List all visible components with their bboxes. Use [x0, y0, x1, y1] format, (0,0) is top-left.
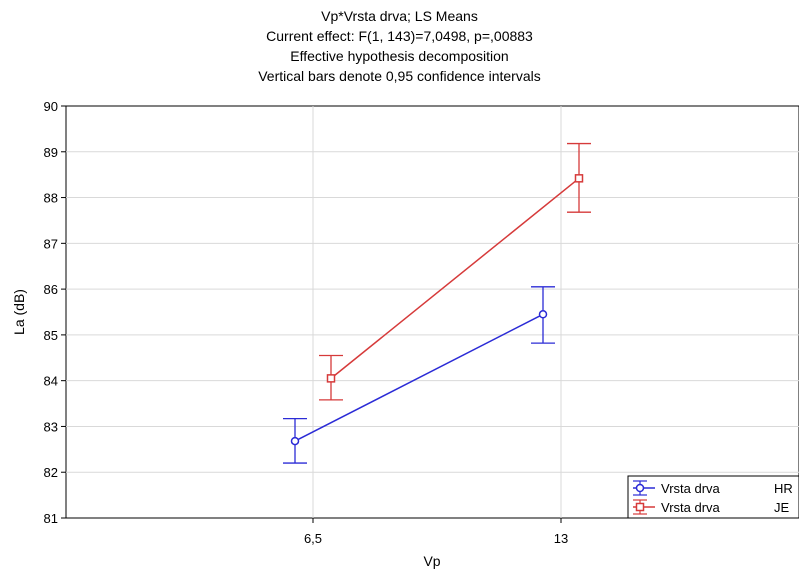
series-group	[283, 142, 591, 464]
legend-label: Vrsta drva	[661, 481, 721, 496]
series-je	[319, 142, 591, 401]
y-tick-label: 82	[44, 465, 58, 480]
chart-subtitle-decomposition: Effective hypothesis decomposition	[290, 48, 509, 64]
legend-value: JE	[774, 500, 790, 515]
series-line	[330, 177, 580, 379]
y-axis-label: La (dB)	[11, 289, 27, 335]
data-point	[326, 374, 336, 383]
legend-item-hr: Vrsta drva HR	[633, 480, 793, 496]
x-axis-label: Vp	[423, 553, 440, 569]
data-point	[538, 310, 548, 319]
y-tick-label: 89	[44, 145, 58, 160]
series-hr	[283, 286, 555, 464]
legend-item-je: Vrsta drva JE	[633, 499, 790, 515]
y-tick-label: 85	[44, 328, 58, 343]
chart-title: Vp*Vrsta drva; LS Means	[321, 8, 478, 24]
y-tick-label: 81	[44, 511, 58, 526]
chart-subtitle-ci-note: Vertical bars denote 0,95 confidence int…	[258, 68, 541, 84]
x-tick-label: 6,5	[304, 531, 322, 546]
y-tick-label: 86	[44, 282, 58, 297]
chart-title-block: Vp*Vrsta drva; LS Means Current effect: …	[0, 6, 799, 86]
series-line	[294, 313, 544, 442]
grid-lines	[66, 106, 799, 518]
legend-marker	[635, 483, 645, 493]
legend-box	[627, 475, 799, 519]
x-axis-ticks: 6,5 13	[304, 518, 568, 546]
chart-subtitle-effect: Current effect: F(1, 143)=7,0498, p=,008…	[266, 28, 533, 44]
data-point	[574, 174, 584, 183]
legend-label: Vrsta drva	[661, 500, 721, 515]
y-tick-label: 90	[44, 99, 58, 114]
y-axis-ticks: 81 82 83 84 85 86 87 88 89 90	[44, 99, 66, 526]
legend: Vrsta drva HR Vrsta drva JE	[627, 475, 799, 519]
y-tick-label: 84	[44, 374, 58, 389]
plot-area	[65, 105, 799, 519]
data-point	[290, 436, 300, 446]
x-tick-label: 13	[554, 531, 568, 546]
y-tick-label: 87	[44, 236, 58, 251]
y-tick-label: 88	[44, 191, 58, 206]
y-tick-label: 83	[44, 419, 58, 434]
legend-value: HR	[774, 481, 793, 496]
legend-marker	[635, 502, 645, 512]
